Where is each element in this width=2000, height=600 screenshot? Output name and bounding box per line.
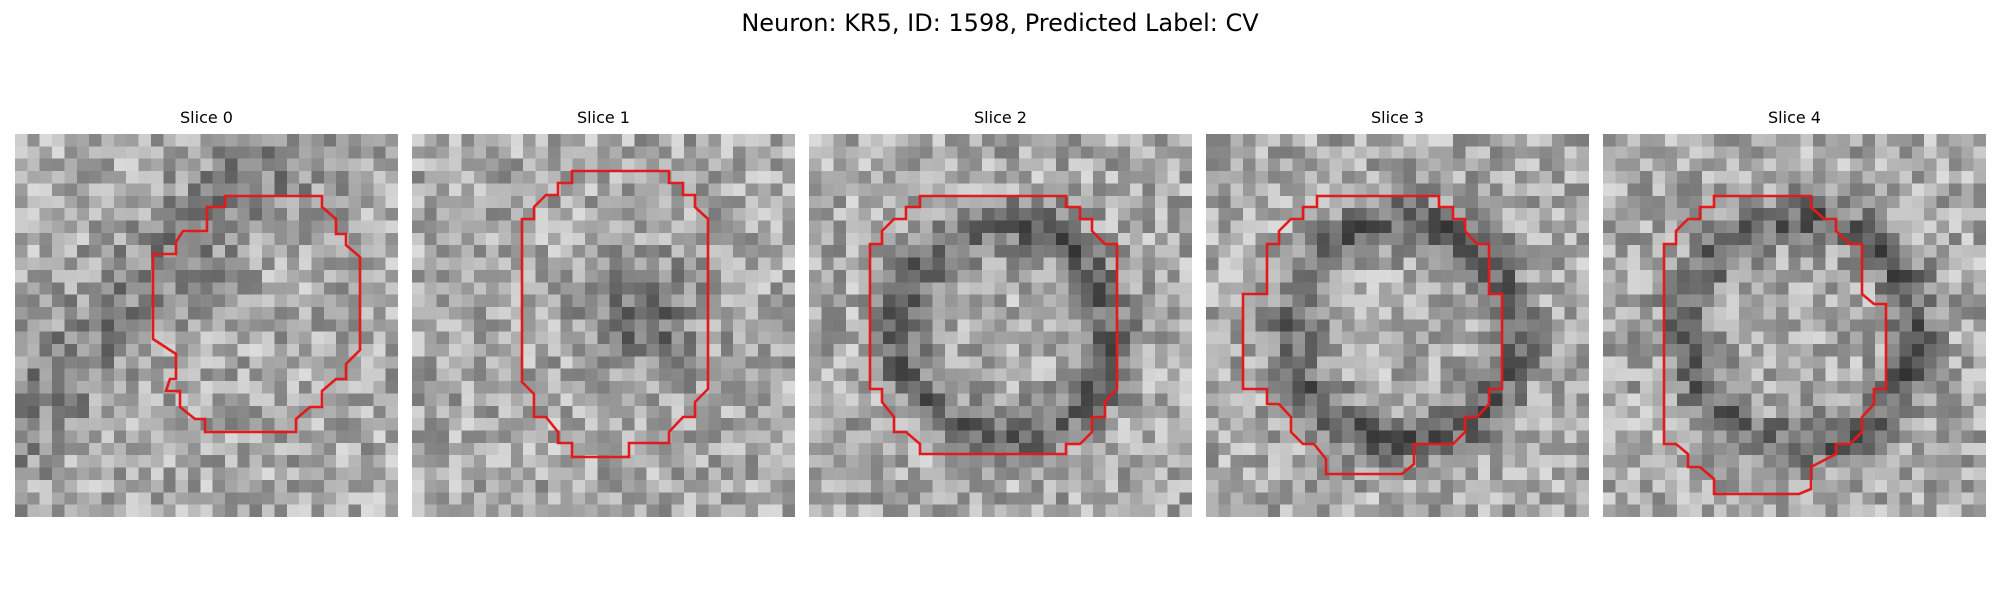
slice-panel-0: Slice 0	[15, 108, 398, 517]
segmentation-outline-0	[151, 194, 362, 434]
microscopy-image-0	[15, 134, 398, 517]
slice-panel-3: Slice 3	[1206, 108, 1589, 517]
slice-image-1	[412, 134, 795, 517]
segmentation-outline-1	[520, 169, 710, 459]
microscopy-image-1	[412, 134, 795, 517]
slice-panel-1: Slice 1	[412, 108, 795, 517]
segmentation-outline-4	[1662, 194, 1888, 496]
slice-image-2	[809, 134, 1192, 517]
slice-panel-2: Slice 2	[809, 108, 1192, 517]
slice-image-3	[1206, 134, 1589, 517]
microscopy-image-4	[1603, 134, 1986, 517]
segmentation-outline-3	[1241, 194, 1504, 476]
slice-panel-4: Slice 4	[1603, 108, 1986, 517]
slice-title-3: Slice 3	[1371, 108, 1424, 127]
figure-title: Neuron: KR5, ID: 1598, Predicted Label: …	[741, 9, 1259, 37]
slice-image-0	[15, 134, 398, 517]
slice-title-2: Slice 2	[974, 108, 1027, 127]
slice-title-4: Slice 4	[1768, 108, 1821, 127]
microscopy-image-3	[1206, 134, 1589, 517]
slice-title-0: Slice 0	[180, 108, 233, 127]
slice-title-1: Slice 1	[577, 108, 630, 127]
segmentation-outline-2	[868, 194, 1119, 456]
slice-image-4	[1603, 134, 1986, 517]
